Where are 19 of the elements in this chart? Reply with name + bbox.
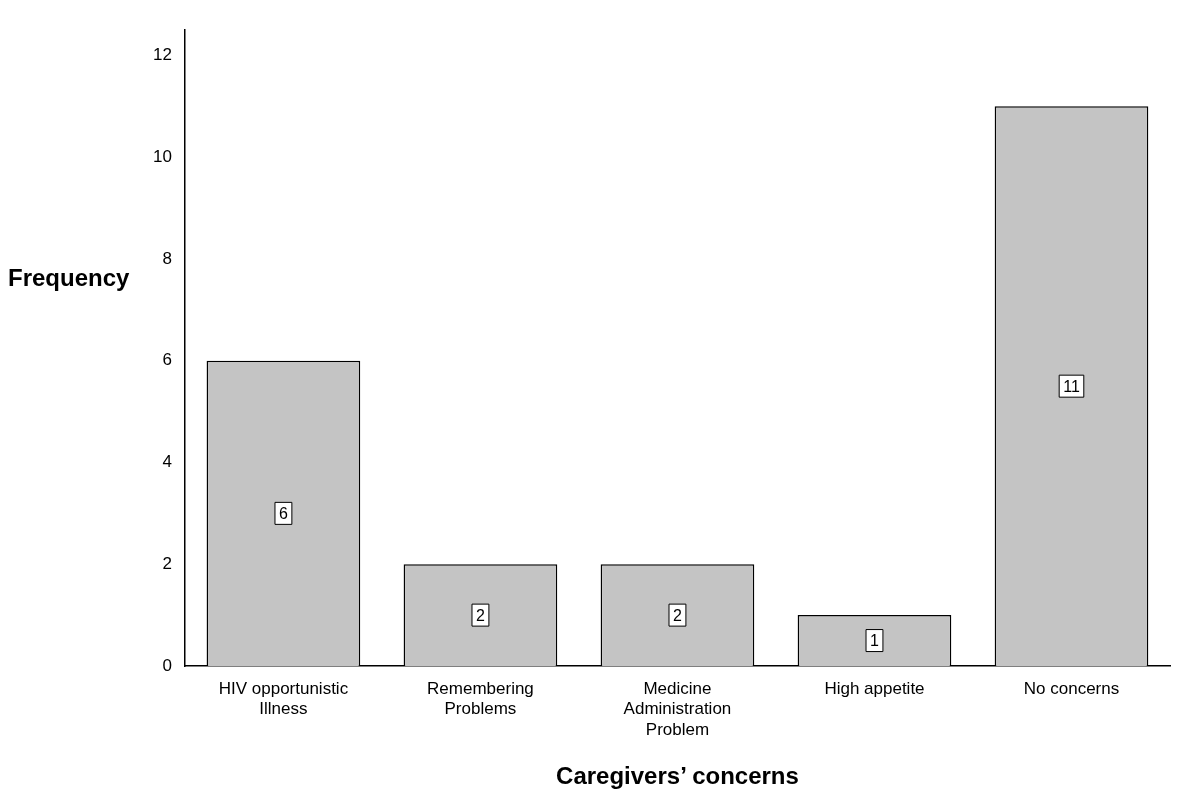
y-tick-label: 6 [162, 350, 172, 370]
y-tick-label: 0 [162, 655, 172, 675]
y-tick-label: 4 [162, 452, 172, 472]
x-tick-label: No concerns [1023, 678, 1120, 698]
data-label: 6 [278, 504, 288, 522]
y-tick-label: 8 [162, 248, 172, 268]
y-axis-title: Frequency [8, 263, 131, 291]
data-label: 2 [475, 606, 485, 624]
y-tick-label: 2 [162, 553, 172, 573]
data-label: 1 [870, 631, 880, 649]
y-tick-label: 12 [152, 45, 172, 65]
y-tick-label: 10 [152, 146, 172, 166]
x-tick-label: Medicine Administration Problem [623, 678, 732, 739]
data-label: 2 [673, 606, 682, 624]
data-label: 11 [1063, 377, 1080, 395]
x-tick-label: HIV opportunistic Illness [218, 678, 349, 719]
x-tick-label: High appetite [824, 678, 925, 698]
x-tick-label: Remembering Problems [427, 678, 534, 719]
x-axis-title: Caregivers’ concerns [556, 762, 799, 790]
